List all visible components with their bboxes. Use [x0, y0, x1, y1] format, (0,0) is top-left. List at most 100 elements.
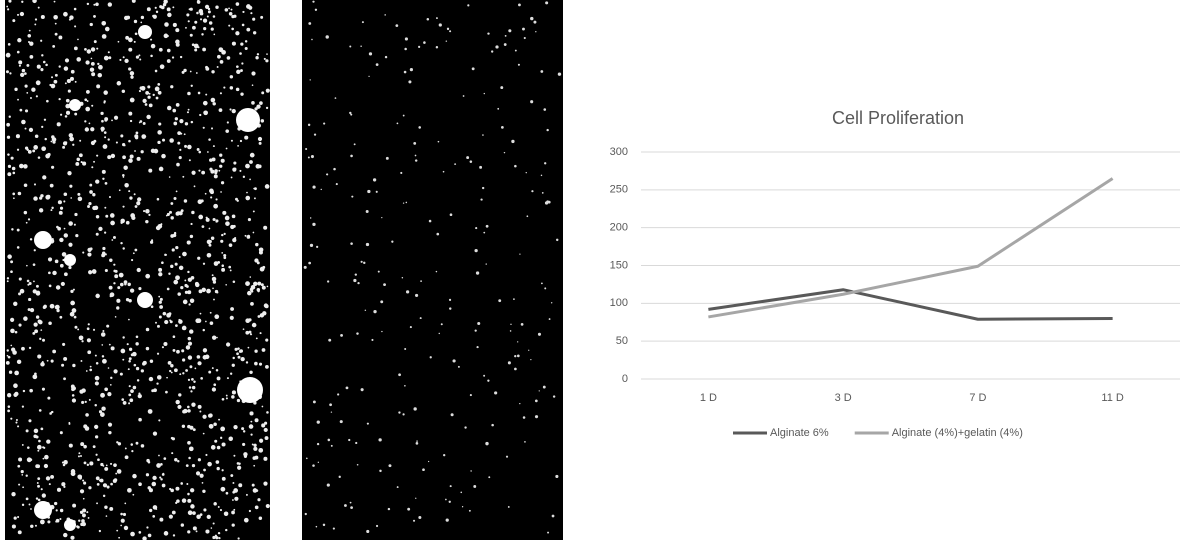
cell-dot — [190, 223, 192, 225]
cell-dot — [105, 215, 108, 218]
cell-dot — [553, 395, 555, 397]
cell-dot — [312, 223, 315, 226]
cell-dot — [61, 482, 65, 486]
cell-dot — [159, 305, 163, 309]
cell-dot — [403, 115, 405, 117]
cell-dot — [514, 368, 517, 371]
cell-dot — [244, 136, 248, 140]
cell-dot — [31, 88, 35, 92]
cell-dot — [196, 12, 199, 15]
cell-dot — [72, 504, 76, 508]
cell-dot — [36, 80, 41, 85]
cell-dot — [157, 353, 159, 355]
cell-dot — [185, 369, 188, 372]
cell-dot — [106, 325, 109, 328]
cell-dot — [495, 45, 498, 48]
cell-dot — [128, 48, 132, 52]
cell-dot — [119, 59, 121, 61]
cell-dot — [121, 349, 126, 354]
cell-dot — [158, 268, 162, 272]
cell-dot — [167, 49, 171, 53]
cell-dot — [346, 386, 349, 389]
cell-dot — [451, 413, 454, 416]
cell-dot — [28, 298, 31, 301]
cell-dot — [68, 221, 73, 226]
cell-dot — [258, 448, 263, 453]
cell-dot — [226, 492, 229, 495]
cell-dot — [317, 443, 319, 445]
cell-dot — [49, 284, 52, 287]
cell-dot — [22, 406, 24, 408]
cell-dot — [305, 513, 307, 515]
cell-dot — [98, 227, 102, 231]
cell-dot — [183, 300, 188, 305]
cell-dot — [20, 73, 24, 77]
cell-dot — [27, 34, 31, 38]
cell-dot — [191, 378, 194, 381]
cell-dot — [528, 350, 529, 351]
cell-dot — [102, 359, 107, 364]
cell-dot — [155, 508, 157, 510]
cell-dot — [51, 84, 56, 89]
cell-dot — [480, 198, 482, 200]
cell-dot — [187, 240, 191, 244]
cell-dot — [128, 112, 132, 116]
cell-dot — [28, 150, 32, 154]
cell-dot — [261, 91, 264, 94]
cell-dot — [136, 442, 139, 445]
cell-dot — [151, 44, 156, 49]
cell-dot — [187, 499, 191, 503]
cell-dot — [213, 219, 215, 221]
cell-dot — [131, 353, 134, 356]
cell-dot — [167, 106, 171, 110]
cell-dot — [248, 347, 250, 349]
cell-dot — [227, 56, 231, 60]
cell-dot — [514, 355, 516, 357]
cell-dot — [376, 525, 378, 527]
cell-dot — [402, 277, 403, 278]
cell-dot — [118, 41, 120, 43]
cell-dot — [180, 56, 182, 58]
cell-dot — [110, 221, 115, 226]
cell-dot — [91, 58, 93, 60]
cell-dot — [134, 193, 136, 195]
cell-dot — [50, 304, 55, 309]
cell-dot — [30, 525, 33, 528]
cell-dot — [74, 25, 76, 27]
cell-dot — [83, 482, 86, 485]
cell-dot — [246, 361, 248, 363]
cell-dot — [236, 88, 240, 92]
cell-dot — [19, 277, 22, 280]
cell-dot — [120, 513, 123, 516]
cell-dot — [391, 241, 393, 243]
cell-dot — [193, 526, 197, 530]
cell-dot — [220, 509, 222, 511]
cell-dot — [74, 213, 77, 216]
cell-dot — [415, 155, 417, 157]
cell-dot — [248, 6, 252, 10]
cell-dot — [138, 482, 142, 486]
cell-dot — [241, 427, 244, 430]
cell-dot — [26, 429, 29, 432]
cell-dot — [258, 164, 262, 168]
cell-dot — [179, 266, 184, 271]
cell-dot — [264, 58, 266, 60]
cell-dot — [45, 195, 50, 200]
cell-dot — [37, 477, 40, 480]
cell-dot — [413, 520, 415, 522]
cell-dot — [257, 498, 260, 501]
cell-dot — [111, 119, 113, 121]
cell-dot — [47, 360, 49, 362]
cell-dot — [185, 27, 187, 29]
cell-dot — [441, 323, 443, 325]
cell-dot — [130, 71, 134, 75]
cell-dot — [128, 402, 130, 404]
cell-dot — [175, 28, 179, 32]
cell-dot — [263, 482, 267, 486]
cell-dot — [246, 192, 248, 194]
cell-dot — [187, 406, 190, 409]
cell-dot — [21, 120, 26, 125]
cell-dot — [203, 433, 205, 435]
cell-dot — [74, 113, 77, 116]
cell-dot — [68, 243, 72, 247]
